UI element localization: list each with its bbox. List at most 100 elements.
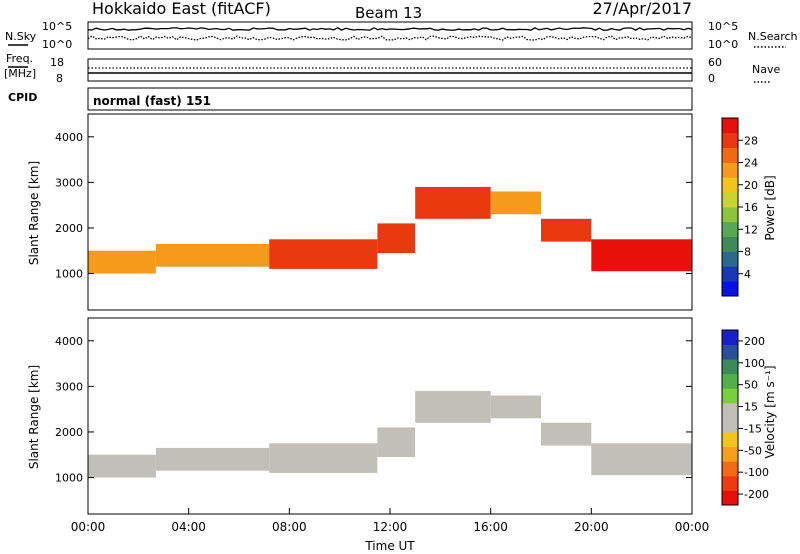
freq-right-tick-bottom: 0 xyxy=(708,72,715,85)
power-colorbar-swatch-1 xyxy=(722,266,738,282)
power-ytick-label-0: 1000 xyxy=(55,268,83,281)
power-colorbar-swatch-9 xyxy=(722,147,738,163)
velocity-colorbar-swatch-2 xyxy=(722,461,738,477)
noise-left-tick-top: 10^5 xyxy=(42,20,72,33)
power-ytick-label-1: 2000 xyxy=(55,222,83,235)
power-colorbar-label: Power [dB] xyxy=(763,175,777,240)
power-colorbar-tick-2: 12 xyxy=(744,223,758,236)
velocity-echo-region-4 xyxy=(415,390,491,423)
cpid-label: CPID xyxy=(8,91,37,104)
power-colorbar-swatch-4 xyxy=(722,221,738,237)
noise-left-tick-bottom: 10^0 xyxy=(42,38,72,51)
velocity-xtick-label-5: 20:00 xyxy=(574,520,609,534)
velocity-yticks: 1000 2000 3000 4000 xyxy=(55,335,692,485)
velocity-colorbar-swatch-3 xyxy=(722,446,738,462)
power-colorbar-swatch-5 xyxy=(722,207,738,223)
power-colorbar-tick-6: 28 xyxy=(744,134,758,147)
power-colorbar-tick-4: 20 xyxy=(744,179,758,192)
velocity-colorbar-swatch-6 xyxy=(722,402,738,418)
velocity-colorbar-swatch-11 xyxy=(722,330,738,345)
power-echo-region-6 xyxy=(541,218,592,242)
noise-right-tick-bottom: 10^0 xyxy=(708,38,738,51)
velocity-echo-region-5 xyxy=(490,395,541,419)
freq-label-line2: [MHz] xyxy=(4,67,36,80)
velocity-colorbar-swatch-1 xyxy=(722,475,738,491)
power-colorbar-tick-5: 24 xyxy=(744,157,758,170)
power-echo-region-1 xyxy=(155,243,270,267)
noise-search-trace xyxy=(87,35,693,41)
velocity-colorbar-tick-6: -100 xyxy=(744,466,769,479)
velocity-colorbar-swatch-5 xyxy=(722,417,738,433)
velocity-colorbar-tick-7: -200 xyxy=(744,488,769,501)
velocity-plot-frame xyxy=(87,317,693,515)
power-colorbar-tick-0: 4 xyxy=(744,268,751,281)
power-ytick-label-2: 3000 xyxy=(55,176,83,189)
velocity-colorbar-swatch-0 xyxy=(722,490,738,506)
power-echo-region-5 xyxy=(490,191,541,215)
cpid-value: normal (fast) 151 xyxy=(93,94,211,108)
power-panel: Slant Range [km] 1000 2000 3000 4000 xyxy=(27,113,693,311)
frequency-panel: Freq. [MHz] 18 8 60 0 Nave xyxy=(4,52,780,85)
nave-label: Nave xyxy=(752,63,780,76)
velocity-echo-region-6 xyxy=(541,422,592,446)
velocity-xtick-label-4: 16:00 xyxy=(473,520,508,534)
velocity-ytick-label-3: 4000 xyxy=(55,335,83,348)
power-echo-region-2 xyxy=(269,239,378,269)
velocity-colorbar-label: Velocity [m s⁻¹] xyxy=(763,365,777,458)
power-colorbar-tick-1: 8 xyxy=(744,246,751,259)
velocity-echo-region-7 xyxy=(591,443,692,476)
power-colorbar-swatch-0 xyxy=(722,281,738,297)
velocity-colorbar-swatch-7 xyxy=(722,388,738,404)
freq-label-line1: Freq. xyxy=(6,52,33,65)
velocity-colorbar-swatch-4 xyxy=(722,432,738,448)
velocity-xtick-label-2: 08:00 xyxy=(272,520,307,534)
velocity-xtick-label-6: 00:00 xyxy=(675,520,710,534)
power-colorbar-swatch-2 xyxy=(722,251,738,267)
power-echo-region-7 xyxy=(591,239,692,272)
power-colorbar-swatch-8 xyxy=(722,162,738,178)
station-title: Hokkaido East (fitACF) xyxy=(92,0,271,18)
velocity-colorbar-tick-3: 15 xyxy=(744,401,758,414)
velocity-ytick-label-0: 1000 xyxy=(55,472,83,485)
power-echo-layer xyxy=(88,186,692,274)
power-yticks: 1000 2000 3000 4000 xyxy=(55,131,692,281)
velocity-colorbar-swatch-9 xyxy=(722,359,738,375)
noise-sky-trace xyxy=(87,27,693,31)
power-ylabel: Slant Range [km] xyxy=(27,161,41,265)
power-ytick-label-3: 4000 xyxy=(55,131,83,144)
freq-left-tick-bottom: 8 xyxy=(56,72,63,85)
velocity-colorbar-tick-5: -50 xyxy=(744,444,762,457)
velocity-ylabel: Slant Range [km] xyxy=(27,365,41,469)
power-colorbar-swatch-6 xyxy=(722,192,738,208)
power-echo-region-0 xyxy=(88,250,156,274)
power-plot-frame xyxy=(87,113,693,311)
velocity-colorbar-tick-1: 100 xyxy=(744,357,765,370)
velocity-xtick-label-1: 04:00 xyxy=(171,520,206,534)
freq-right-tick-top: 60 xyxy=(708,56,722,69)
velocity-ytick-label-1: 2000 xyxy=(55,426,83,439)
velocity-echo-region-1 xyxy=(155,447,270,471)
velocity-colorbar-swatch-10 xyxy=(722,344,738,360)
velocity-colorbar-tick-2: 50 xyxy=(744,379,758,392)
velocity-colorbar-swatch-8 xyxy=(722,373,738,389)
power-echo-region-4 xyxy=(415,186,491,219)
beam-title: Beam 13 xyxy=(355,4,422,22)
power-colorbar-swatch-3 xyxy=(722,236,738,252)
noise-panel: N.Sky 10^5 10^0 10^5 10^0 N.Search xyxy=(5,20,798,51)
velocity-colorbar: Velocity [m s⁻¹] 200 100 50 15 -15 -50 -100 -20… xyxy=(721,329,777,506)
power-colorbar-swatch-10 xyxy=(722,132,738,148)
velocity-xticks: 00:00 04:00 08:00 12:00 16:00 20:00 00:00 xyxy=(71,508,710,534)
power-colorbar-tick-3: 16 xyxy=(744,201,758,214)
velocity-echo-region-2 xyxy=(269,443,378,473)
noise-right-tick-top: 10^5 xyxy=(708,20,738,33)
noise-right-label: N.Search xyxy=(748,30,798,43)
power-colorbar-swatch-7 xyxy=(722,177,738,193)
date-title: 27/Apr/2017 xyxy=(592,0,692,18)
power-colorbar-swatch-11 xyxy=(722,118,738,134)
velocity-xlabel: Time UT xyxy=(364,539,415,553)
velocity-colorbar-tick-4: -15 xyxy=(744,422,762,435)
velocity-colorbar-tick-0: 200 xyxy=(744,335,765,348)
velocity-xtick-label-0: 00:00 xyxy=(71,520,106,534)
